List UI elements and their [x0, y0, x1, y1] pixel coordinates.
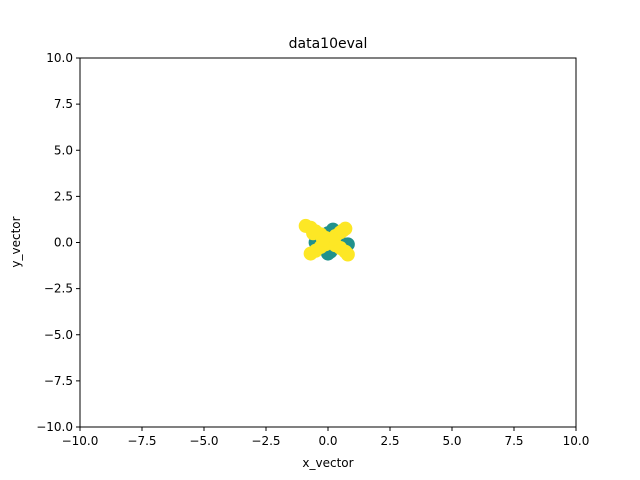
y-tick-label: 2.5 [54, 189, 73, 203]
x-tick-label: 2.5 [380, 434, 399, 448]
data-point-series-2 [303, 246, 318, 261]
y-tick-label: −7.5 [44, 374, 73, 388]
data-point-series-2 [316, 232, 331, 247]
y-axis-ticks: −10.0 −7.5 −5.0 −2.5 0.0 2.5 5.0 7.5 10.0 [36, 51, 80, 434]
y-tick-label: 0.0 [54, 236, 73, 250]
data-point-series-2 [335, 223, 350, 238]
x-tick-label: −5.0 [189, 434, 218, 448]
x-tick-label: −2.5 [251, 434, 280, 448]
x-tick-label: 5.0 [442, 434, 461, 448]
x-axis-ticks: −10.0 −7.5 −5.0 −2.5 0.0 2.5 5.0 7.5 10.0 [62, 427, 590, 448]
y-tick-label: −10.0 [36, 420, 73, 434]
y-tick-label: −2.5 [44, 282, 73, 296]
y-tick-label: 5.0 [54, 143, 73, 157]
data-points [298, 218, 355, 262]
x-tick-label: 0.0 [318, 434, 337, 448]
x-tick-label: −10.0 [62, 434, 99, 448]
y-tick-label: −5.0 [44, 328, 73, 342]
chart-title: data10eval [289, 36, 368, 52]
data-point-series-2 [340, 247, 355, 262]
y-axis-label: y_vector [9, 216, 23, 267]
y-tick-label: 7.5 [54, 97, 73, 111]
y-tick-label: 10.0 [46, 51, 73, 65]
x-tick-label: 7.5 [504, 434, 523, 448]
x-tick-label: 10.0 [563, 434, 590, 448]
x-axis-label: x_vector [302, 456, 353, 470]
x-tick-label: −7.5 [127, 434, 156, 448]
data-point-series-2 [306, 226, 321, 241]
